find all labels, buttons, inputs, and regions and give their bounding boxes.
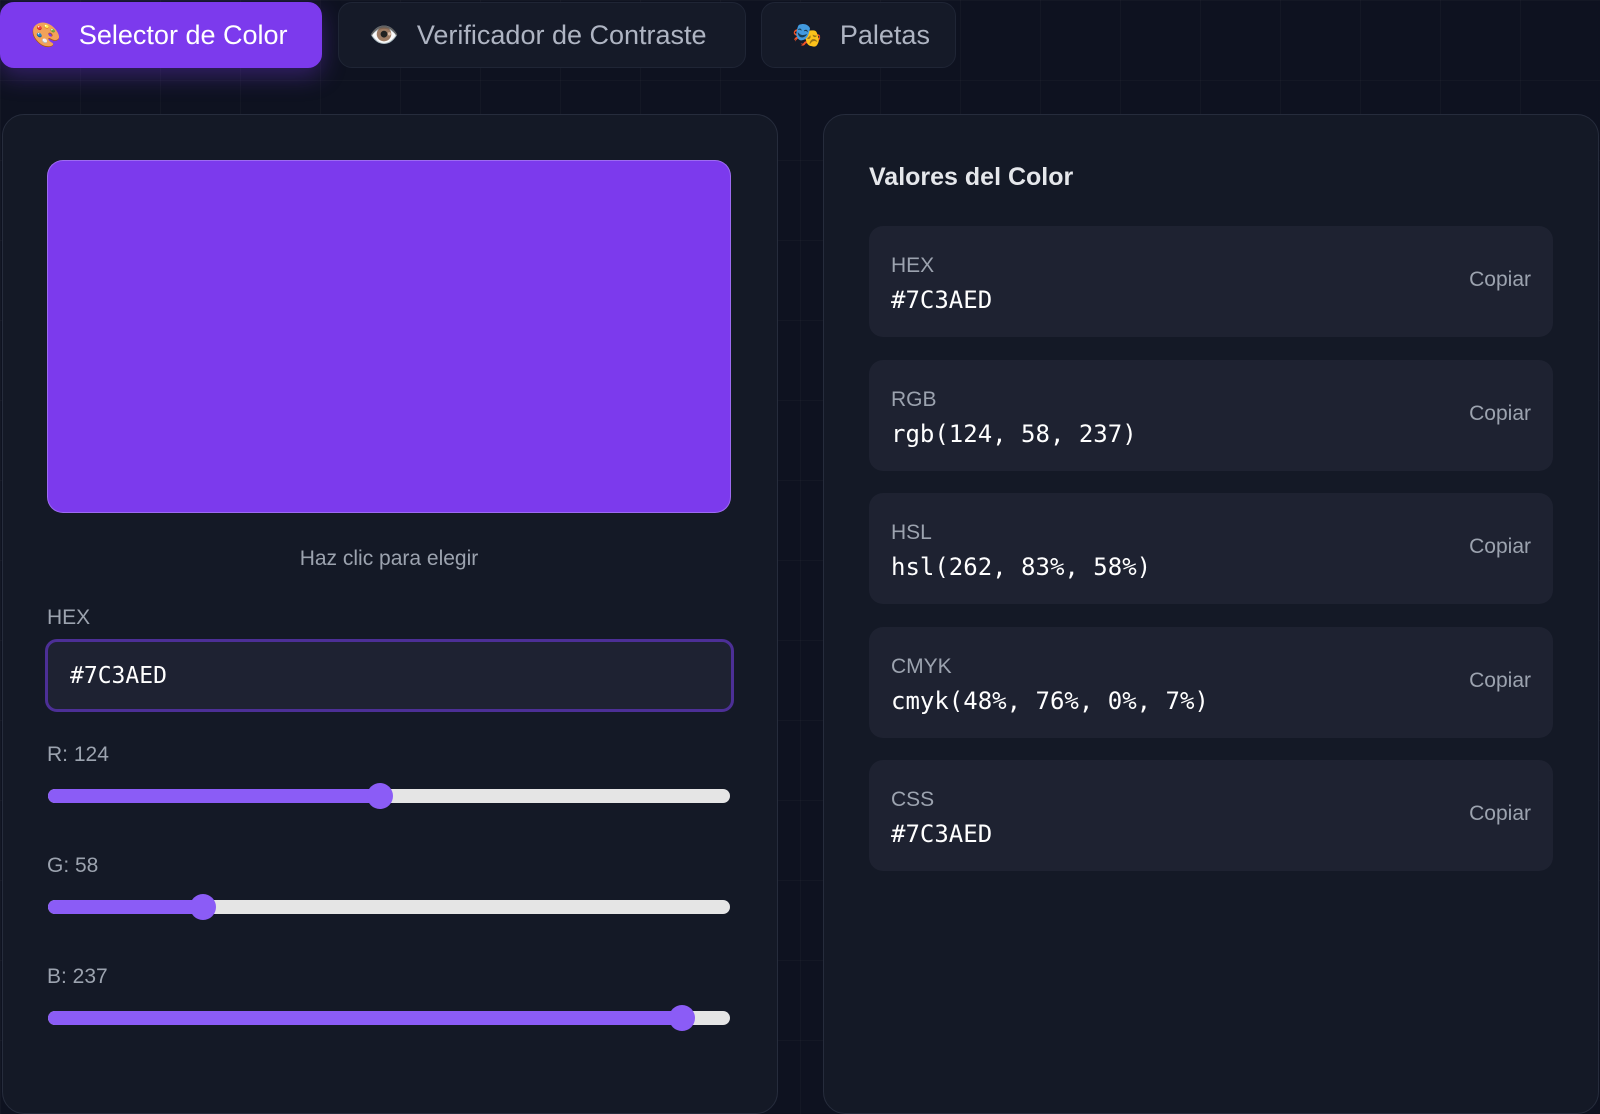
value-text: hsl(262, 83%, 58%)	[891, 553, 1152, 581]
slider-label: R: 124	[47, 743, 109, 766]
tab-icon: 🎭	[792, 21, 822, 49]
hex-input[interactable]: #7C3AED	[45, 639, 734, 712]
copy-button[interactable]: Copiar	[1469, 668, 1531, 692]
tab[interactable]: 🎭 Paletas	[761, 2, 956, 68]
value-label: CSS	[891, 788, 935, 811]
value-row: CSS #7C3AED Copiar	[869, 760, 1553, 871]
slider-label: G: 58	[47, 854, 99, 877]
slider-label: B: 237	[47, 965, 108, 988]
tab[interactable]: 👁️ Verificador de Contraste	[338, 2, 746, 68]
slider-fill	[48, 1011, 682, 1025]
copy-button[interactable]: Copiar	[1469, 268, 1531, 291]
value-row: RGB rgb(124, 58, 237) Copiar	[869, 359, 1553, 471]
value-label: HEX	[891, 254, 935, 277]
copy-button[interactable]: Copiar	[1469, 401, 1531, 425]
value-label: RGB	[891, 387, 937, 411]
value-row: HSL hsl(262, 83%, 58%) Copiar	[869, 493, 1553, 604]
tab-icon: 👁️	[369, 21, 399, 49]
tab-label: Selector de Color	[78, 19, 288, 50]
value-row: HEX #7C3AED Copiar	[869, 226, 1553, 337]
hint: Haz clic para elegir	[299, 547, 479, 570]
tab-label: Verificador de Contraste	[416, 19, 707, 50]
tab-label: Paletas	[839, 19, 930, 50]
values-title: Valores del Color	[869, 163, 1074, 191]
value-text: #7C3AED	[891, 820, 993, 848]
value-label: HSL	[891, 521, 932, 544]
color-swatch[interactable]	[47, 160, 731, 513]
value-text: #7C3AED	[891, 286, 993, 314]
tab[interactable]: 🎨 Selector de Color	[0, 2, 322, 68]
slider-fill	[48, 900, 204, 914]
copy-button[interactable]: Copiar	[1469, 802, 1531, 825]
hex-label: HEX	[47, 606, 91, 629]
value-label: CMYK	[891, 654, 952, 678]
slider[interactable]	[48, 894, 730, 920]
slider-thumb[interactable]	[190, 894, 217, 920]
slider[interactable]	[48, 1005, 730, 1031]
tab-icon: 🎨	[31, 21, 61, 49]
slider[interactable]	[48, 783, 730, 809]
slider-thumb[interactable]	[366, 783, 393, 809]
slider-thumb[interactable]	[668, 1005, 695, 1031]
copy-button[interactable]: Copiar	[1469, 535, 1531, 558]
slider-fill	[48, 789, 380, 803]
value-text: cmyk(48%, 76%, 0%, 7%)	[891, 686, 1209, 715]
value-row: CMYK cmyk(48%, 76%, 0%, 7%) Copiar	[869, 626, 1553, 738]
value-text: rgb(124, 58, 237)	[891, 419, 1137, 448]
